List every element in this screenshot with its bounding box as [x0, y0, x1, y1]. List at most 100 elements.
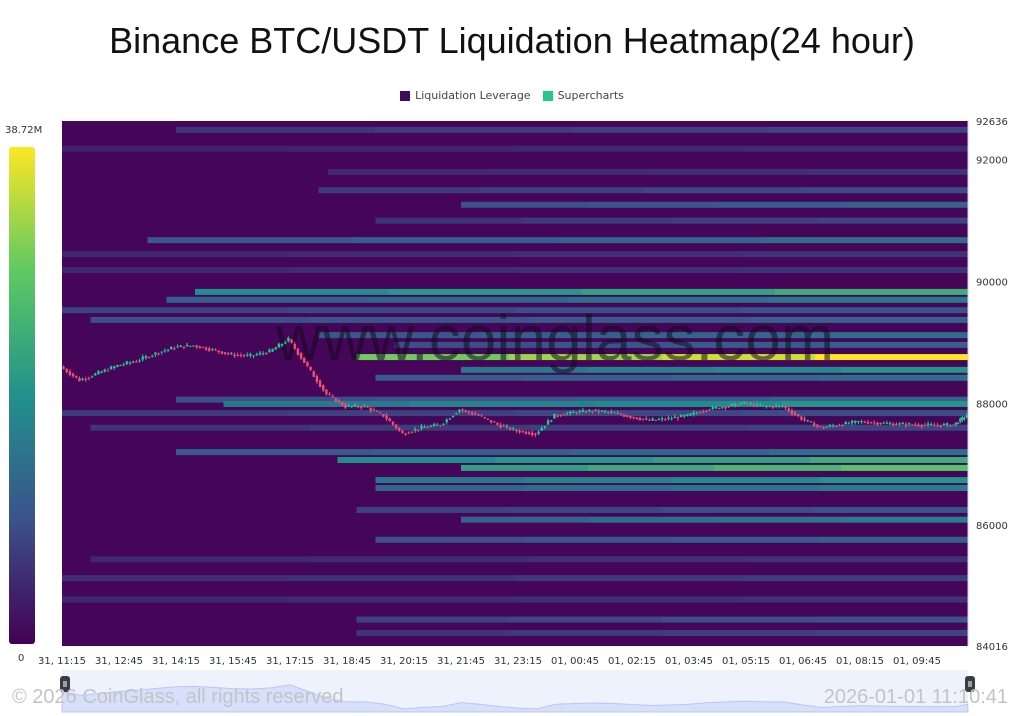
heatmap-band	[572, 396, 771, 403]
candle	[603, 411, 607, 413]
candle	[328, 394, 331, 396]
heatmap-band	[557, 237, 764, 244]
heatmap-band	[841, 201, 969, 208]
plot-background	[62, 121, 968, 646]
heatmap-band	[375, 485, 525, 492]
candle	[607, 411, 610, 413]
candle	[679, 414, 683, 418]
candle	[581, 409, 585, 412]
candle	[531, 432, 534, 436]
candle	[467, 411, 471, 413]
candle	[600, 410, 604, 412]
candle	[911, 424, 914, 426]
candle	[933, 425, 936, 427]
candle	[702, 411, 705, 413]
candle	[388, 418, 391, 422]
candle	[803, 418, 806, 421]
candle	[882, 422, 885, 424]
heatmap-band	[819, 374, 969, 381]
heatmap-band	[671, 536, 821, 543]
heatmap-band	[366, 296, 568, 303]
candle	[341, 402, 344, 406]
candle	[337, 400, 341, 402]
candle	[892, 423, 895, 426]
colorbar[interactable]	[9, 147, 35, 644]
heatmap-band	[714, 201, 842, 208]
heatmap-band	[374, 449, 573, 456]
heatmap-band	[515, 596, 742, 603]
legend-swatch	[400, 90, 411, 101]
candle	[448, 418, 452, 420]
candle	[540, 428, 543, 431]
heatmap-band	[328, 168, 489, 175]
heatmap-band	[488, 168, 649, 175]
x-tick-label: 31, 15:45	[209, 656, 257, 667]
candle	[97, 371, 100, 375]
candle	[90, 376, 94, 378]
heatmap-band	[741, 307, 969, 314]
heatmap-band	[681, 341, 826, 348]
heatmap-band	[356, 354, 510, 361]
candle	[860, 421, 863, 423]
candle	[610, 411, 613, 413]
candle	[458, 409, 461, 412]
candle	[727, 406, 730, 408]
heatmap-band	[176, 396, 375, 403]
candle	[809, 421, 813, 423]
candle	[201, 346, 205, 348]
heatmap-band	[461, 464, 589, 471]
candle	[771, 406, 775, 408]
heatmap-band	[815, 616, 969, 623]
candle	[954, 422, 958, 425]
heatmap-band	[841, 516, 969, 523]
y-tick-label: 84016	[976, 642, 1008, 653]
candle	[683, 414, 686, 417]
heatmap-band	[356, 629, 510, 636]
candle	[293, 343, 296, 349]
candle	[828, 425, 832, 427]
candle	[192, 345, 195, 347]
heatmap-band	[495, 456, 654, 463]
heatmap-band	[309, 316, 530, 323]
candle	[800, 416, 803, 420]
candle	[404, 433, 407, 435]
candle	[78, 377, 81, 382]
heatmap-band	[337, 456, 496, 463]
heatmap-band	[595, 400, 783, 407]
candle	[619, 413, 623, 415]
heatmap-band	[805, 332, 969, 339]
candle	[721, 407, 724, 409]
heatmap-band	[509, 506, 663, 513]
candle	[755, 403, 759, 405]
candle	[648, 419, 651, 421]
candle	[613, 412, 616, 414]
heatmap-band	[509, 354, 663, 361]
candle	[524, 431, 528, 434]
candle	[379, 412, 382, 414]
candle	[75, 375, 78, 378]
heatmap-band	[375, 374, 525, 381]
candle	[768, 406, 771, 408]
candle	[502, 425, 505, 427]
navigator-handle[interactable]	[965, 676, 975, 692]
legend-item-liquidation-leverage[interactable]: Liquidation Leverage	[400, 89, 531, 102]
heatmap-band	[770, 449, 969, 456]
candle	[128, 362, 132, 364]
candle	[417, 429, 420, 431]
heatmap-band	[523, 217, 673, 224]
legend-item-supercharts[interactable]: Supercharts	[542, 89, 624, 102]
candle	[157, 353, 160, 355]
candle	[413, 429, 417, 431]
candle	[638, 417, 642, 421]
heatmap-band	[515, 410, 742, 417]
candle	[565, 413, 569, 415]
heatmap-band	[587, 464, 715, 471]
heatmap-band	[90, 316, 311, 323]
candle	[271, 348, 274, 352]
navigator-handle[interactable]	[60, 676, 70, 692]
heatmap-band	[819, 536, 969, 543]
legend: Liquidation Leverage Supercharts	[0, 89, 1024, 102]
heatmap-band	[288, 266, 516, 273]
y-tick-label: 90000	[976, 278, 1008, 289]
